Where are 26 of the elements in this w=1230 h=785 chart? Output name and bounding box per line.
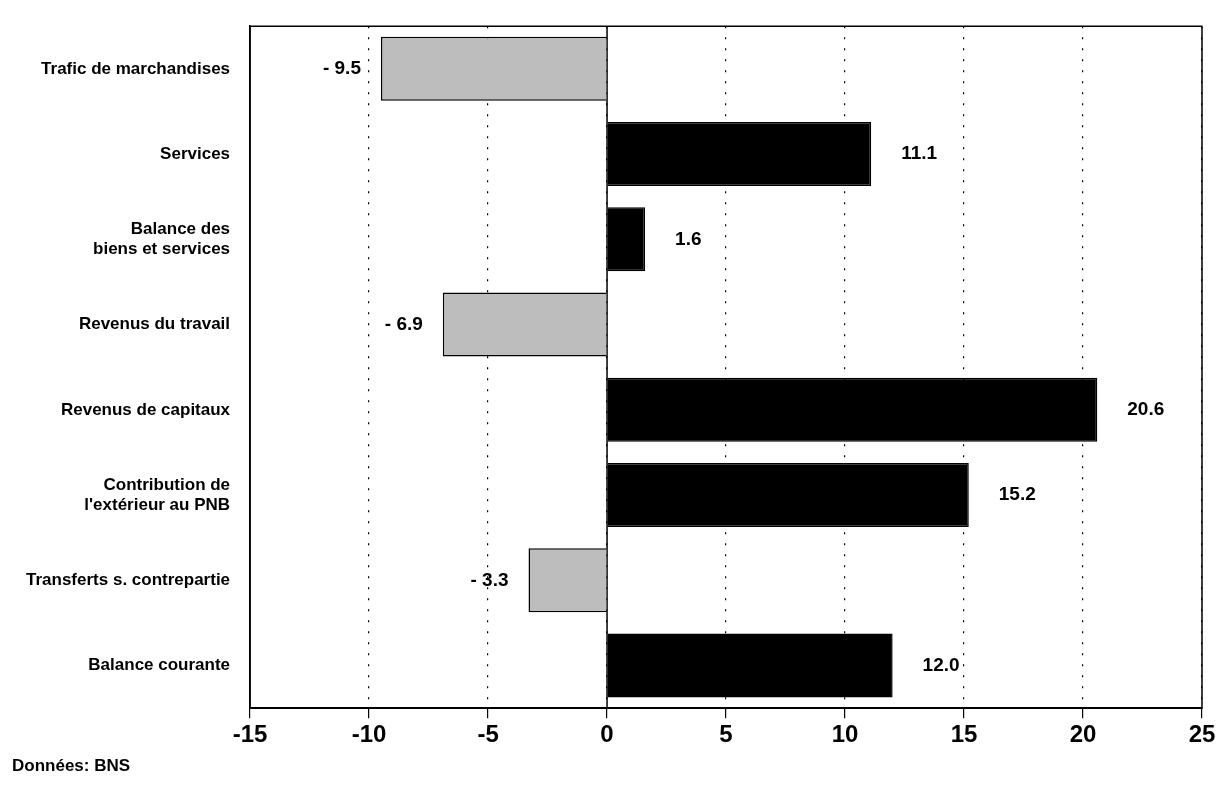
x-tick-label: -5 [477,720,499,748]
data-label: 12.0 [922,653,960,675]
text: Données: BNS [12,756,131,776]
y-tick-label: Services [160,143,231,163]
data-label: - 3.3 [470,568,509,590]
data-label: 20.6 [1127,398,1165,420]
y-tick-label: Transferts s. contrepartie [26,570,231,590]
data-label: 15.2 [998,483,1036,505]
data-label: - 9.5 [322,57,362,79]
y-tick-label: Revenus de capitaux [60,399,231,419]
x-tick-label: 20 [1069,720,1097,748]
x-tick-label: -15 [232,720,268,748]
y-tick-label: Trafic de marchandises [41,58,231,78]
x-tick-label: 10 [831,720,859,748]
data-label: - 6.9 [384,312,423,334]
y-tick-label: Contribution de l'extérieur au PNB [84,474,231,514]
x-tick-label: 5 [719,720,733,748]
data-label: 11.1 [901,142,938,164]
y-tick-label: Balance courante [88,655,231,675]
y-tick-label: Revenus du travail [78,314,231,334]
x-tick-label: -10 [351,720,387,748]
y-tick-label: Balance des biens et services [93,218,231,259]
x-tick-label: 15 [950,720,978,748]
data-label: 1.6 [675,227,702,249]
x-tick-label: 25 [1188,720,1216,748]
x-tick-label: 0 [600,720,614,748]
